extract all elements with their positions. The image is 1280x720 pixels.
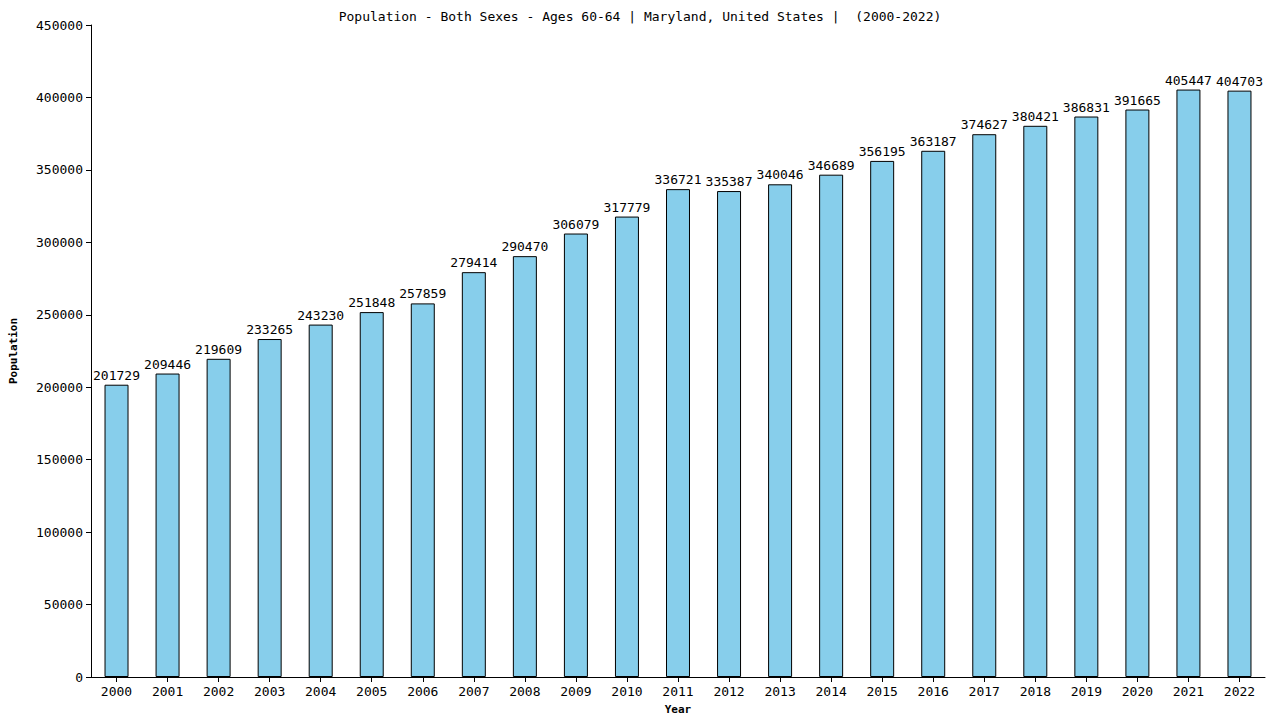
svg-text:2013: 2013 <box>764 684 795 699</box>
svg-text:250000: 250000 <box>36 307 83 322</box>
svg-text:0: 0 <box>75 670 83 685</box>
svg-text:257859: 257859 <box>399 286 446 301</box>
svg-text:2009: 2009 <box>560 684 591 699</box>
svg-text:300000: 300000 <box>36 235 83 250</box>
svg-text:363187: 363187 <box>910 134 957 149</box>
svg-text:2002: 2002 <box>203 684 234 699</box>
svg-text:405447: 405447 <box>1165 73 1212 88</box>
svg-text:2000: 2000 <box>101 684 132 699</box>
svg-text:2018: 2018 <box>1020 684 1051 699</box>
svg-text:2017: 2017 <box>969 684 1000 699</box>
svg-text:201729: 201729 <box>93 368 140 383</box>
svg-text:2012: 2012 <box>713 684 744 699</box>
svg-text:2020: 2020 <box>1122 684 1153 699</box>
svg-text:2021: 2021 <box>1173 684 1204 699</box>
svg-text:2007: 2007 <box>458 684 489 699</box>
svg-text:336721: 336721 <box>655 172 702 187</box>
svg-text:386831: 386831 <box>1063 100 1110 115</box>
svg-text:243230: 243230 <box>297 308 344 323</box>
svg-text:340046: 340046 <box>757 167 804 182</box>
svg-text:2003: 2003 <box>254 684 285 699</box>
svg-text:2004: 2004 <box>305 684 336 699</box>
svg-text:317779: 317779 <box>603 200 650 215</box>
svg-text:2008: 2008 <box>509 684 540 699</box>
svg-text:251848: 251848 <box>348 295 395 310</box>
svg-text:350000: 350000 <box>36 162 83 177</box>
svg-text:2014: 2014 <box>815 684 846 699</box>
svg-text:279414: 279414 <box>450 255 497 270</box>
svg-text:2006: 2006 <box>407 684 438 699</box>
svg-text:2015: 2015 <box>867 684 898 699</box>
svg-text:2005: 2005 <box>356 684 387 699</box>
svg-text:219609: 219609 <box>195 342 242 357</box>
svg-text:Year: Year <box>665 703 692 716</box>
svg-text:2016: 2016 <box>918 684 949 699</box>
svg-text:380421: 380421 <box>1012 109 1059 124</box>
svg-text:2001: 2001 <box>152 684 183 699</box>
svg-text:Population - Both Sexes - Ages: Population - Both Sexes - Ages 60-64 | M… <box>339 9 942 24</box>
svg-text:200000: 200000 <box>36 380 83 395</box>
svg-text:Population: Population <box>7 318 20 384</box>
svg-text:100000: 100000 <box>36 525 83 540</box>
svg-text:335387: 335387 <box>706 174 753 189</box>
svg-text:2010: 2010 <box>611 684 642 699</box>
svg-text:2011: 2011 <box>662 684 693 699</box>
svg-text:209446: 209446 <box>144 357 191 372</box>
svg-text:2019: 2019 <box>1071 684 1102 699</box>
svg-text:346689: 346689 <box>808 158 855 173</box>
svg-text:150000: 150000 <box>36 452 83 467</box>
svg-text:290470: 290470 <box>501 239 548 254</box>
svg-text:400000: 400000 <box>36 90 83 105</box>
svg-text:356195: 356195 <box>859 144 906 159</box>
svg-text:374627: 374627 <box>961 117 1008 132</box>
svg-text:404703: 404703 <box>1216 74 1263 89</box>
svg-text:450000: 450000 <box>36 18 83 33</box>
svg-text:306079: 306079 <box>552 217 599 232</box>
svg-text:233265: 233265 <box>246 322 293 337</box>
svg-text:2022: 2022 <box>1224 684 1255 699</box>
svg-text:391665: 391665 <box>1114 93 1161 108</box>
svg-text:50000: 50000 <box>44 597 83 612</box>
